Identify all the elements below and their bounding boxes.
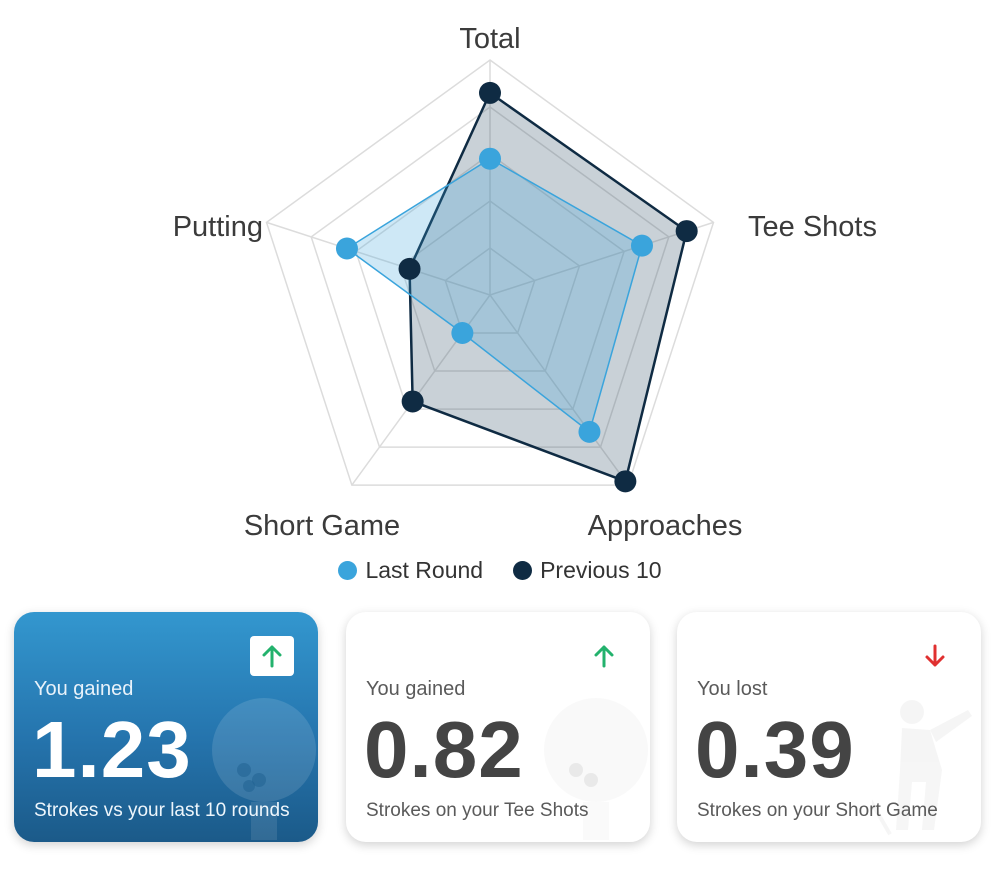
point-last-round-2[interactable] bbox=[578, 420, 601, 443]
golfer-swing-icon bbox=[872, 700, 972, 836]
point-last-round-4[interactable] bbox=[335, 237, 358, 260]
trend-down-badge bbox=[913, 636, 957, 676]
point-previous-10-2[interactable] bbox=[614, 470, 637, 493]
legend-item-last-round[interactable]: Last Round bbox=[338, 557, 483, 584]
legend-item-previous[interactable]: Previous 10 bbox=[513, 557, 662, 584]
axis-label-putting: Putting bbox=[173, 211, 263, 243]
legend-dot-previous bbox=[513, 561, 533, 580]
axis-label-total: Total bbox=[459, 23, 520, 55]
axis-label-short-game: Short Game bbox=[244, 510, 400, 542]
card-caption: You gained bbox=[366, 678, 466, 700]
point-previous-10-0[interactable] bbox=[479, 81, 501, 104]
grid-ring-3 bbox=[355, 153, 625, 410]
point-previous-10-3[interactable] bbox=[401, 390, 424, 413]
grid-ring-5 bbox=[265, 59, 715, 486]
axis-label-approaches: Approaches bbox=[588, 510, 743, 542]
grid-spoke-2 bbox=[489, 294, 629, 486]
axis-label-tee-shots: Tee Shots bbox=[748, 211, 877, 243]
grid-spoke-4 bbox=[266, 221, 491, 296]
card-subtitle: Strokes vs your last 10 rounds bbox=[34, 800, 290, 821]
summary-card-short-game[interactable]: You lost 0.39 Strokes on your Short Game bbox=[677, 612, 981, 842]
card-subtitle: Strokes on your Tee Shots bbox=[366, 800, 589, 821]
point-last-round-0[interactable] bbox=[479, 147, 501, 170]
card-value: 1.23 bbox=[32, 705, 192, 794]
card-value: 0.82 bbox=[364, 705, 524, 794]
point-previous-10-4[interactable] bbox=[398, 257, 421, 280]
radar-chart: Total Tee Shots Approaches Short Game Pu… bbox=[173, 23, 877, 542]
golf-ball-icon bbox=[212, 698, 316, 840]
trend-up-badge bbox=[582, 636, 626, 676]
arrow-down-icon bbox=[925, 644, 945, 667]
radar-grid bbox=[265, 59, 715, 486]
trend-up-badge bbox=[250, 636, 294, 676]
grid-ring-1 bbox=[444, 247, 536, 334]
card-value: 0.39 bbox=[695, 705, 855, 794]
series-area-last-round bbox=[345, 157, 643, 434]
card-subtitle: Strokes on your Short Game bbox=[697, 800, 938, 821]
arrow-up-icon bbox=[262, 645, 282, 668]
golf-ball-tee-icon bbox=[544, 698, 648, 840]
radar-series bbox=[335, 81, 698, 493]
card-caption: You lost bbox=[697, 678, 768, 700]
point-last-round-1[interactable] bbox=[630, 234, 653, 257]
summary-card-tee-shots[interactable]: You gained 0.82 Strokes on your Tee Shot… bbox=[346, 612, 650, 842]
point-previous-10-1[interactable] bbox=[675, 220, 698, 243]
card-caption: You gained bbox=[34, 678, 134, 700]
point-last-round-3[interactable] bbox=[451, 322, 474, 345]
grid-ring-4 bbox=[310, 106, 670, 448]
chart-legend: Last Round Previous 10 bbox=[0, 557, 1000, 584]
legend-label-last-round: Last Round bbox=[365, 557, 484, 583]
summary-card-total[interactable]: You gained 1.23 Strokes vs your last 10 … bbox=[14, 612, 318, 842]
series-area-previous-10 bbox=[408, 91, 689, 483]
arrow-up-icon bbox=[594, 645, 614, 668]
legend-label-previous: Previous 10 bbox=[540, 557, 662, 583]
legend-dot-last-round bbox=[338, 561, 358, 580]
